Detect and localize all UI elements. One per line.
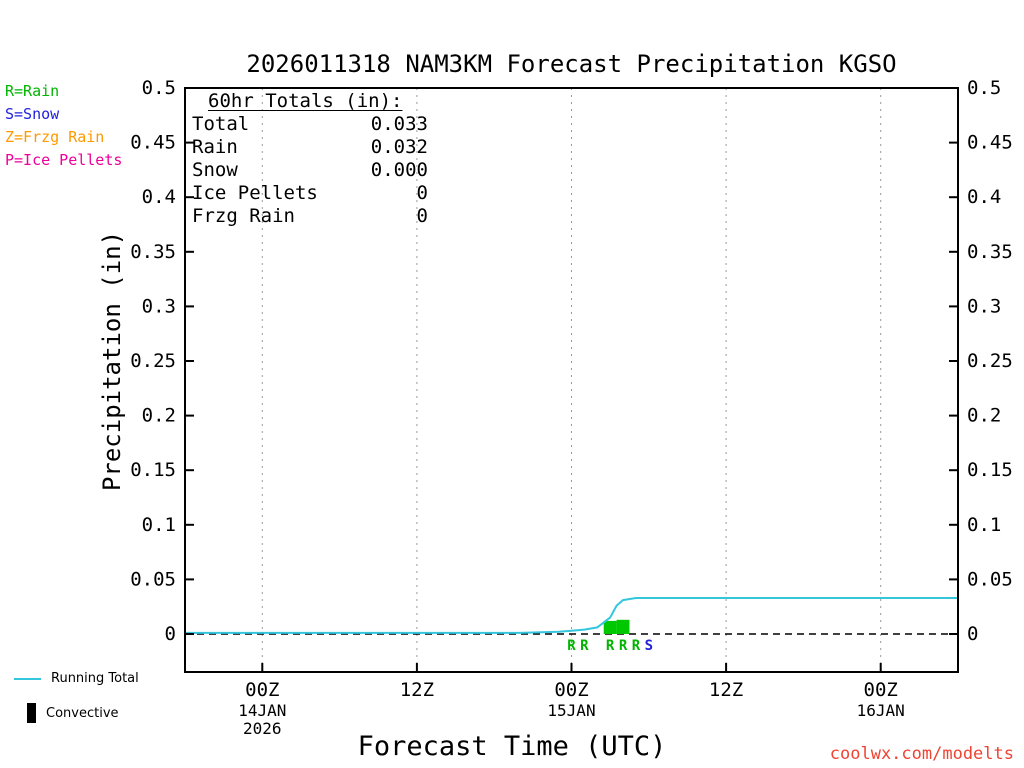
x-tick-label: 00Z: [245, 679, 279, 701]
totals-row-ice-pellets: Ice Pellets 0: [192, 182, 428, 205]
y-tick-label-left: 0.35: [130, 241, 176, 263]
legend-rain: R=Rain: [5, 82, 60, 100]
x-tick-date: 14JAN: [238, 701, 286, 720]
precip-type-marker: R: [606, 638, 615, 654]
totals-label: Total: [192, 113, 250, 135]
y-tick-label-left: 0.5: [142, 77, 176, 99]
y-tick-label-left: 0.25: [130, 350, 176, 372]
y-tick-label-right: 0.35: [967, 241, 1013, 263]
totals-label: Snow: [192, 159, 238, 181]
totals-row-total: Total 0.033: [192, 113, 428, 136]
totals-row-snow: Snow 0.000: [192, 159, 428, 182]
y-tick-label-left: 0.45: [130, 132, 176, 154]
y-tick-label-right: 0.3: [967, 295, 1001, 317]
precip-type-marker: S: [645, 638, 653, 654]
x-tick-year: 2026: [243, 719, 282, 738]
running-total-label: Running Total: [51, 671, 139, 686]
y-tick-label-right: 0.15: [967, 459, 1013, 481]
y-tick-label-right: 0.45: [967, 132, 1013, 154]
rain-bar: [616, 619, 630, 634]
legend-running-total: Running Total: [14, 671, 139, 686]
y-tick-label-right: 0.5: [967, 77, 1001, 99]
totals-value: 0.033: [370, 113, 428, 135]
y-tick-label-left: 0.2: [142, 405, 176, 427]
y-tick-label-right: 0.05: [967, 568, 1013, 590]
totals-value: 0: [416, 182, 428, 204]
totals-label: Frzg Rain: [192, 205, 295, 227]
y-tick-label-right: 0: [967, 623, 978, 645]
totals-label: Rain: [192, 136, 238, 158]
x-tick-date: 15JAN: [547, 701, 595, 720]
legend-convective: Convective: [27, 703, 119, 723]
legend-ice-pellets: P=Ice Pellets: [5, 151, 123, 169]
y-tick-label-right: 0.4: [967, 186, 1001, 208]
x-tick-label: 12Z: [400, 679, 434, 701]
running-total-line: [185, 597, 958, 634]
chart-title: 2026011318 NAM3KM Forecast Precipitation…: [246, 50, 897, 78]
legend-frzg-rain: Z=Frzg Rain: [5, 128, 105, 146]
totals-value: 0.032: [370, 136, 428, 158]
totals-heading: 60hr Totals (in):: [208, 90, 403, 112]
totals-row-frzg-rain: Frzg Rain 0: [192, 205, 428, 228]
y-tick-label-left: 0.3: [142, 295, 176, 317]
y-tick-label-left: 0.15: [130, 459, 176, 481]
x-axis-label: Forecast Time (UTC): [357, 731, 667, 762]
y-tick-label-left: 0.1: [142, 514, 176, 536]
y-tick-label-right: 0.2: [967, 405, 1001, 427]
y-tick-label-left: 0.4: [142, 186, 176, 208]
x-tick-date: 16JAN: [857, 701, 905, 720]
precip-type-marker: R: [567, 638, 576, 654]
totals-row-rain: Rain 0.032: [192, 136, 428, 159]
precip-type-marker: R: [619, 638, 628, 654]
totals-box: 60hr Totals (in): Total 0.033 Rain 0.032…: [192, 90, 428, 228]
convective-label: Convective: [46, 705, 119, 721]
precip-type-legend: R=Rain S=Snow Z=Frzg Rain P=Ice Pellets: [5, 80, 122, 172]
precip-type-marker: R: [580, 638, 589, 654]
x-tick-label: 00Z: [864, 679, 898, 701]
convective-swatch: [27, 703, 36, 723]
y-tick-label-left: 0: [165, 623, 176, 645]
y-tick-label-left: 0.05: [130, 568, 176, 590]
y-tick-label-right: 0.25: [967, 350, 1013, 372]
precip-type-marker: R: [632, 638, 641, 654]
running-total-swatch: [14, 677, 41, 680]
rain-bar: [603, 620, 617, 634]
watermark: coolwx.com/modelts: [829, 744, 1014, 764]
totals-value: 0.000: [370, 159, 428, 181]
legend-snow: S=Snow: [5, 105, 60, 123]
y-axis-label: Precipitation (in): [98, 230, 126, 492]
x-tick-label: 00Z: [554, 679, 588, 701]
totals-label: Ice Pellets: [192, 182, 318, 204]
x-tick-label: 12Z: [709, 679, 743, 701]
totals-value: 0: [416, 205, 428, 227]
y-tick-label-right: 0.1: [967, 514, 1001, 536]
